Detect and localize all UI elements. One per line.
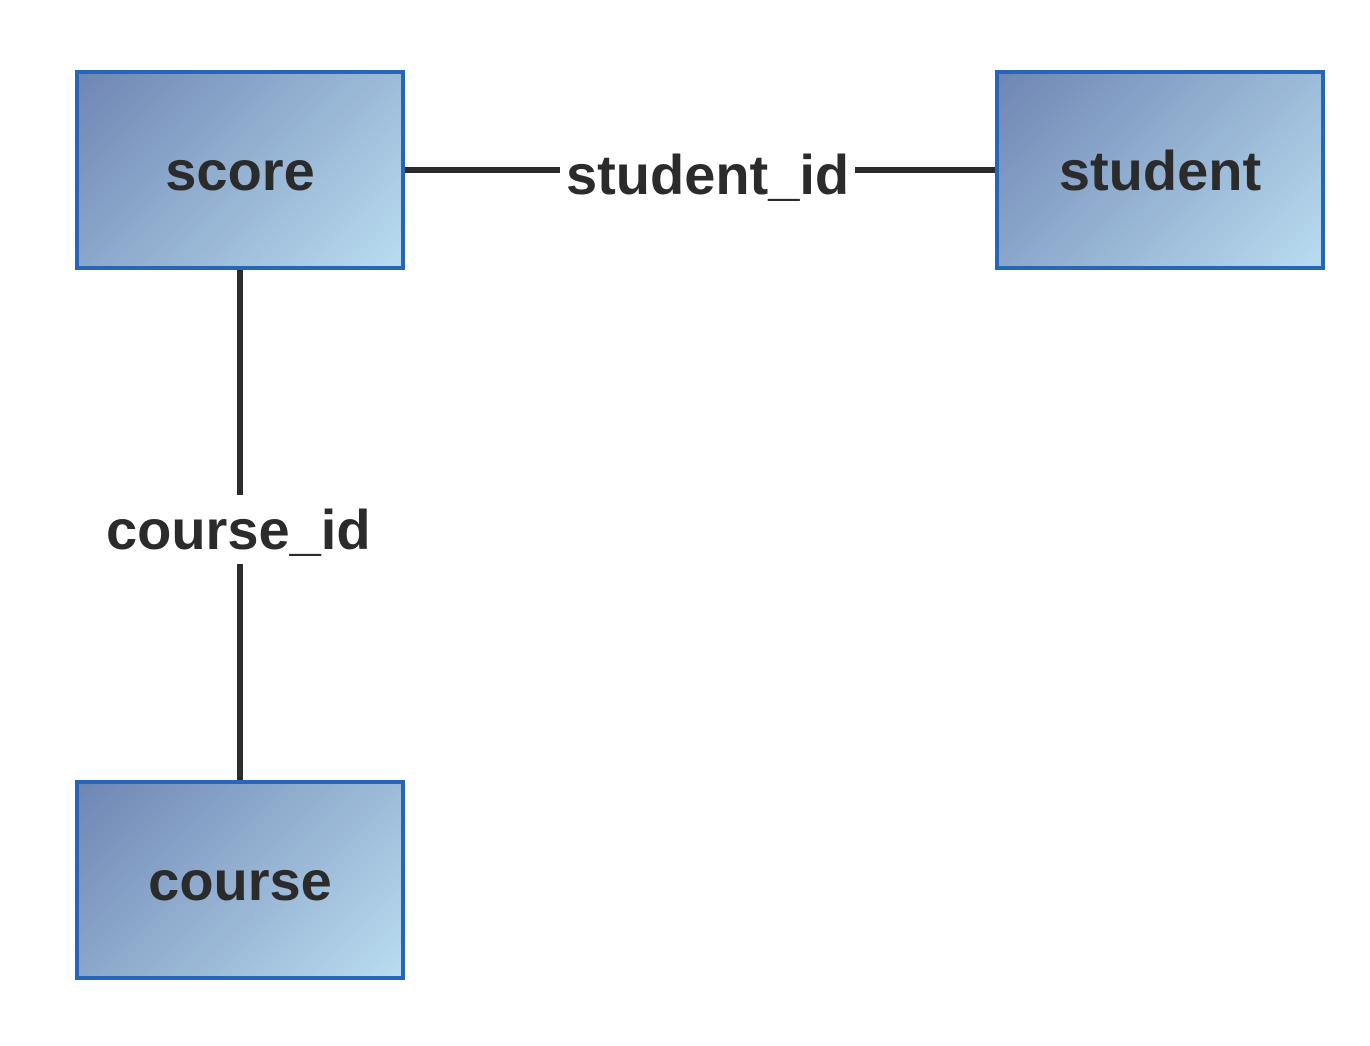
edge-label-course-id: course_id	[100, 495, 377, 564]
edge-label-student-id: student_id	[560, 140, 855, 209]
entity-student-label: student	[1059, 138, 1261, 203]
entity-student: student	[995, 70, 1325, 270]
entity-course: course	[75, 780, 405, 980]
entity-score: score	[75, 70, 405, 270]
er-diagram: score student course student_id course_i…	[0, 0, 1370, 1046]
entity-course-label: course	[148, 848, 332, 913]
entity-score-label: score	[165, 138, 314, 203]
